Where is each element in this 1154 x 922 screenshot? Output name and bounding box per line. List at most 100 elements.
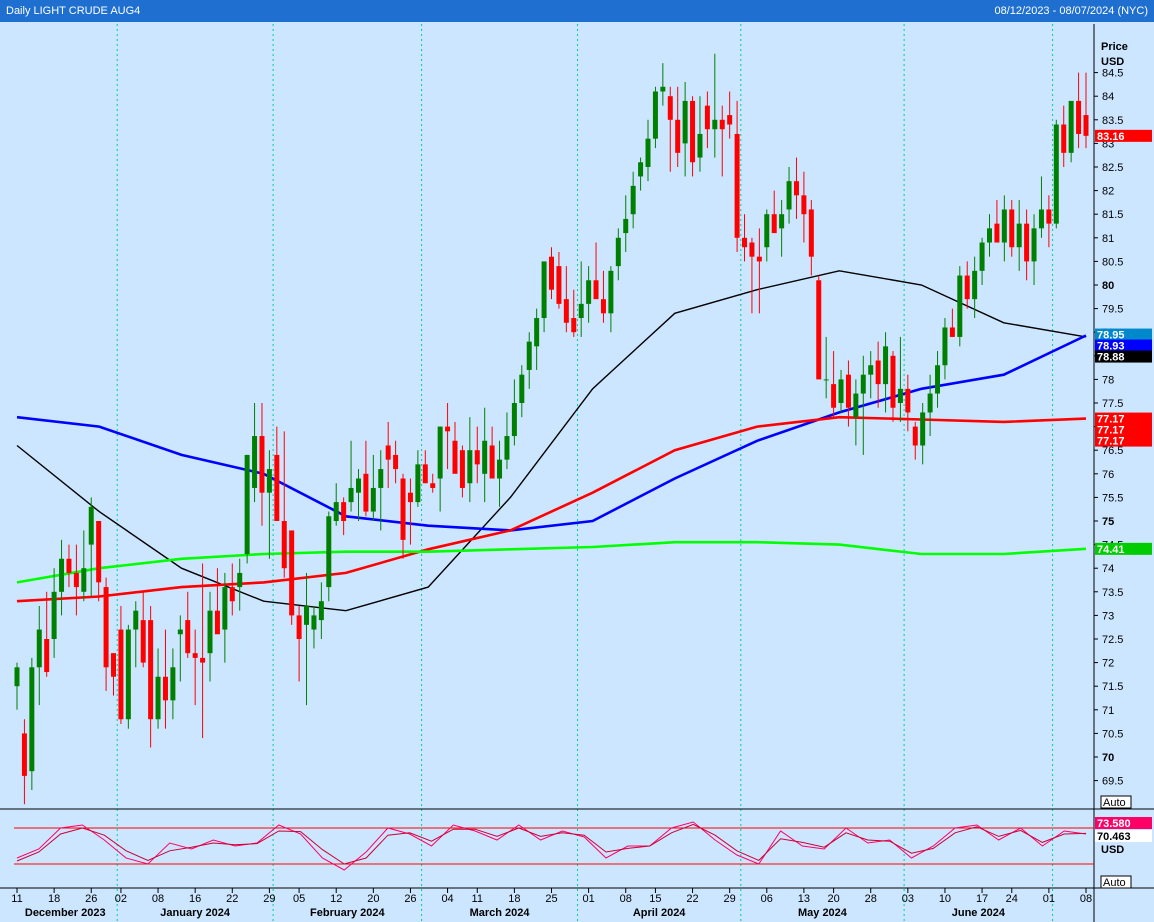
- candle: [1053, 119, 1059, 229]
- candle: [1046, 195, 1052, 248]
- y-tick-label: 76: [1102, 469, 1114, 481]
- candle: [348, 440, 354, 512]
- x-day-label: 05: [293, 893, 305, 905]
- candle: [259, 403, 265, 526]
- candle-body: [59, 558, 65, 592]
- candle: [318, 582, 324, 639]
- candle: [229, 563, 235, 616]
- y-tick-label: 75: [1102, 516, 1114, 528]
- x-month-label: March 2024: [470, 907, 531, 919]
- candle-body: [177, 629, 183, 635]
- candle: [675, 86, 681, 167]
- candle: [452, 421, 458, 474]
- candle: [459, 445, 465, 498]
- candle-body: [660, 86, 666, 92]
- auto-scale-button-top[interactable]: Auto: [1100, 795, 1132, 809]
- candle: [727, 91, 733, 139]
- candle: [786, 167, 792, 224]
- candle-body: [21, 733, 27, 776]
- candle: [1038, 176, 1044, 238]
- candle: [645, 119, 651, 182]
- y-tick-label: 84.5: [1102, 68, 1123, 80]
- candle: [385, 421, 391, 488]
- x-day-label: 08: [152, 893, 164, 905]
- candle: [920, 403, 926, 465]
- candle-body: [407, 492, 413, 503]
- candle-body: [244, 454, 250, 555]
- candle-body: [927, 393, 933, 413]
- candle: [608, 266, 614, 333]
- candle-body: [719, 119, 725, 130]
- candle: [593, 242, 599, 300]
- x-day-label: 12: [330, 893, 342, 905]
- candle: [563, 266, 569, 333]
- candle-body: [742, 237, 748, 248]
- candle-body: [445, 426, 451, 432]
- candle-body: [111, 653, 117, 677]
- candle-body: [630, 185, 636, 215]
- x-day-label: 11: [11, 893, 22, 905]
- candle-body: [1016, 223, 1022, 248]
- candle: [630, 171, 636, 229]
- candle: [779, 200, 785, 257]
- auto-scale-button-bottom[interactable]: Auto: [1100, 875, 1132, 889]
- candle: [311, 605, 317, 649]
- candle-body: [36, 629, 42, 668]
- y-tick-label: 75.5: [1102, 492, 1123, 504]
- price-tag-bg: [1095, 350, 1152, 363]
- candle-body: [786, 181, 792, 210]
- candle-body: [51, 591, 57, 639]
- candle-body: [378, 469, 384, 488]
- candle: [660, 63, 666, 106]
- candle: [994, 200, 1000, 243]
- price-tag-bg: [1095, 423, 1152, 436]
- candle-body: [140, 620, 146, 663]
- candle: [185, 591, 191, 658]
- candle-body: [125, 629, 131, 720]
- candle-body: [66, 558, 72, 573]
- candle: [482, 407, 488, 503]
- candle: [504, 412, 510, 470]
- candle-body: [467, 450, 473, 484]
- candle: [244, 454, 250, 564]
- candle-body: [586, 280, 592, 304]
- candle-body: [652, 91, 658, 139]
- candle: [44, 591, 50, 677]
- candle: [638, 157, 644, 191]
- candle-body: [563, 299, 569, 323]
- candle-body: [868, 365, 874, 375]
- candle-body: [831, 384, 837, 408]
- candle-body: [816, 280, 822, 380]
- candle-body: [764, 214, 770, 248]
- candle-body: [452, 440, 458, 474]
- candle-body: [823, 379, 829, 381]
- candle: [935, 351, 941, 408]
- candle: [415, 450, 421, 507]
- oscillator-unit: USD: [1101, 844, 1124, 856]
- candle-body: [459, 450, 465, 488]
- x-day-label: 20: [367, 893, 379, 905]
- x-day-label: 11: [472, 893, 483, 905]
- y-tick-label: 82.5: [1102, 162, 1123, 174]
- candle-body: [170, 667, 176, 701]
- price-tag-text: 78.88: [1097, 352, 1125, 364]
- candle: [21, 719, 27, 805]
- candle: [1009, 200, 1015, 257]
- candle-body: [682, 100, 688, 144]
- candle-body: [259, 436, 265, 493]
- candle: [474, 426, 480, 484]
- candle-body: [430, 483, 436, 488]
- candle-body: [200, 657, 206, 663]
- candle: [1076, 72, 1082, 149]
- candle: [73, 544, 79, 616]
- candle-body: [355, 478, 361, 493]
- date-range: 08/12/2023 - 08/07/2024 (NYC): [994, 5, 1149, 17]
- candle-body: [133, 610, 139, 630]
- candle: [534, 308, 540, 370]
- candle: [370, 454, 376, 521]
- candle-body: [526, 341, 532, 370]
- candle-body: [229, 587, 235, 602]
- candle-body: [749, 242, 755, 257]
- candle-body: [972, 270, 978, 300]
